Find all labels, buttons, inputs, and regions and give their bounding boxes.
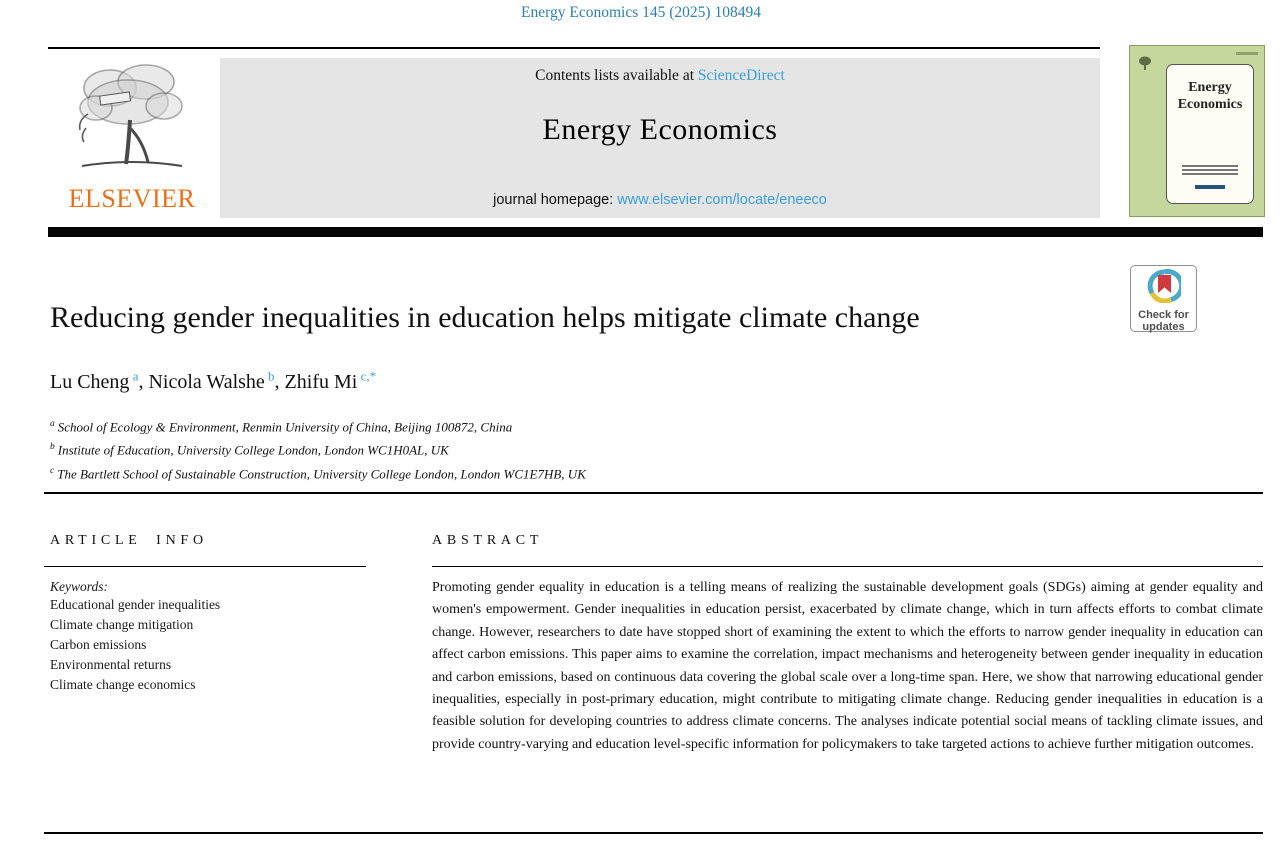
abstract-text: Promoting gender equality in education i… [432,580,1263,752]
author[interactable]: Lu Cheng a [50,368,139,393]
elsevier-logo[interactable]: ELSEVIER [48,58,216,220]
cover-fineprint-lines [1182,163,1238,177]
affiliation: b Institute of Education, University Coll… [50,442,449,458]
abstract-rule [432,566,1263,568]
affiliation: c The Bartlett School of Sustainable Cons… [50,465,586,481]
abstract-heading: ABSTRACT [432,533,544,548]
page-bottom-rule [44,832,1263,834]
cover-inner-panel: Energy Economics [1166,64,1254,204]
check-for-updates-badge[interactable]: Check for updates [1130,265,1197,333]
author-affil-sup: a [132,368,139,383]
homepage-link[interactable]: www.elsevier.com/locate/eneeco [617,192,827,208]
crossmark-icon [1147,269,1184,304]
cover-tree-icon [1139,56,1151,70]
keyword: Educational gender inequalities [50,597,221,612]
cover-title: Energy Economics [1177,80,1243,112]
header-divider-bar [48,227,1263,237]
author-affil-sup: c,* [360,368,377,383]
affiliation: a School of Ecology & Environment, Renmin… [50,419,513,435]
journal-citation-link[interactable]: Energy Economics 145 (2025) 108494 [521,4,761,21]
elsevier-wordmark: ELSEVIER [68,184,196,213]
keywords-label: Keywords: [50,579,108,594]
homepage-prefix: journal homepage: [493,192,618,208]
author[interactable]: Nicola Walshe b [148,368,275,393]
article-title: Reducing gender inequalities in educatio… [50,301,920,334]
keyword: Environmental returns [50,657,172,672]
author-list: Lu Cheng a, Nicola Walshe b, Zhifu Mi c,… [50,368,377,393]
homepage-line: journal homepage: www.elsevier.com/locat… [220,192,1100,208]
journal-title: Energy Economics [542,113,778,146]
keywords-block: Keywords: Educational gender inequalitie… [50,579,380,695]
article-info-heading: ARTICLE INFO [50,533,208,548]
keyword: Climate change economics [50,677,196,692]
contents-line-text: Contents lists available at [535,67,698,84]
article-info-rule [44,566,366,568]
author[interactable]: Zhifu Mi c,* [284,368,377,393]
journal-header-banner: Contents lists available at ScienceDirec… [220,58,1100,218]
author-affil-sup: b [268,368,275,383]
contents-line: Contents lists available at ScienceDirec… [220,67,1100,85]
sciencedirect-link[interactable]: ScienceDirect [697,67,785,84]
journal-cover-thumbnail[interactable]: Energy Economics [1129,45,1265,217]
section-top-rule [44,492,1263,494]
keyword: Carbon emissions [50,637,147,652]
header-top-rule [48,47,1100,49]
cover-sciencedirect-mark [1194,185,1226,189]
elsevier-tree-icon [78,64,183,167]
keyword: Climate change mitigation [50,617,194,632]
affiliation-list: a School of Ecology & Environment, Renmin… [50,414,586,484]
badge-label: Check for updates [1138,309,1189,333]
cover-issn-mark [1236,52,1258,55]
